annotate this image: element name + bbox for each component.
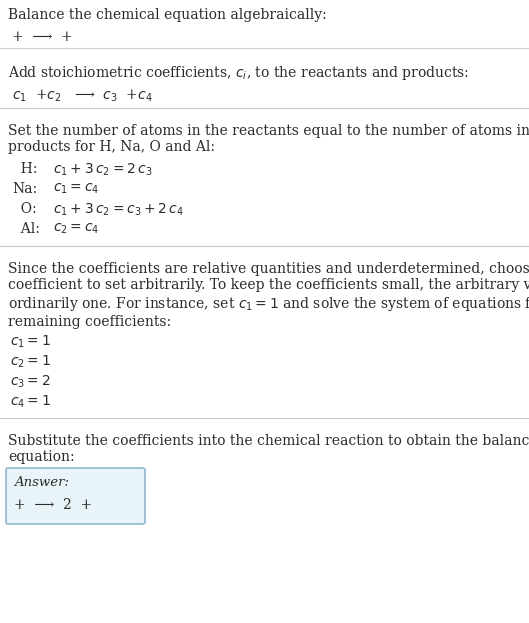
Text: +  ⟶  2  +: + ⟶ 2 +	[14, 498, 92, 512]
Text: $c_1 + 3\,c_2 = 2\,c_3$: $c_1 + 3\,c_2 = 2\,c_3$	[53, 162, 153, 178]
Text: Answer:: Answer:	[14, 476, 69, 489]
Text: $c_1 = c_4$: $c_1 = c_4$	[53, 182, 99, 196]
Text: Since the coefficients are relative quantities and underdetermined, choose a
coe: Since the coefficients are relative quan…	[8, 262, 529, 329]
Text: +  ⟶  +: + ⟶ +	[12, 30, 72, 44]
Text: Al:: Al:	[12, 222, 40, 236]
Text: Substitute the coefficients into the chemical reaction to obtain the balanced
eq: Substitute the coefficients into the che…	[8, 434, 529, 464]
Text: Na:: Na:	[12, 182, 37, 196]
Text: $c_1 + 3\,c_2 = c_3 + 2\,c_4$: $c_1 + 3\,c_2 = c_3 + 2\,c_4$	[53, 202, 184, 219]
Text: $c_1$  +$c_2$   ⟶  $c_3$  +$c_4$: $c_1$ +$c_2$ ⟶ $c_3$ +$c_4$	[12, 88, 153, 105]
Text: Set the number of atoms in the reactants equal to the number of atoms in the
pro: Set the number of atoms in the reactants…	[8, 124, 529, 155]
Text: $c_4 = 1$: $c_4 = 1$	[10, 394, 51, 411]
Text: Balance the chemical equation algebraically:: Balance the chemical equation algebraica…	[8, 8, 327, 22]
Text: H:: H:	[12, 162, 38, 176]
Text: $c_2 = c_4$: $c_2 = c_4$	[53, 222, 99, 236]
Text: $c_2 = 1$: $c_2 = 1$	[10, 354, 51, 371]
Text: $c_3 = 2$: $c_3 = 2$	[10, 374, 51, 391]
Text: $c_1 = 1$: $c_1 = 1$	[10, 334, 51, 350]
FancyBboxPatch shape	[6, 468, 145, 524]
Text: O:: O:	[12, 202, 37, 216]
Text: Add stoichiometric coefficients, $c_i$, to the reactants and products:: Add stoichiometric coefficients, $c_i$, …	[8, 64, 469, 82]
